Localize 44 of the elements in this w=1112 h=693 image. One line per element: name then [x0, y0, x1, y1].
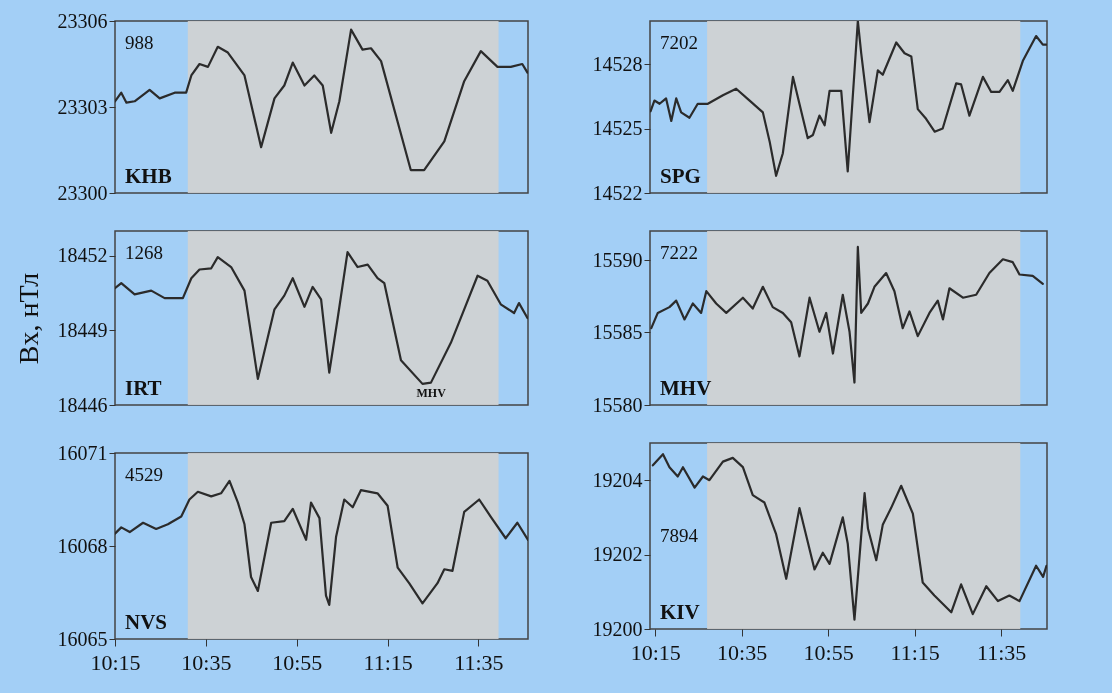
y-tick-label: 19200 — [592, 617, 643, 640]
x-tick-label: 10:35 — [181, 649, 232, 675]
y-tick-label: 19202 — [592, 543, 643, 566]
x-tick-label: 10:55 — [272, 649, 323, 675]
y-tick-label: 16071 — [57, 441, 108, 464]
y-tick-label: 18446 — [57, 393, 108, 416]
y-tick-label: 15590 — [592, 248, 643, 271]
annotation: KHB — [125, 164, 172, 188]
y-tick-label: 23300 — [57, 181, 108, 204]
annotation: 4529 — [125, 464, 163, 485]
x-tick-label: 11:35 — [977, 639, 1027, 665]
y-tick-label: 16065 — [57, 627, 108, 650]
y-tick-label: 23306 — [57, 9, 108, 32]
annotation: 7894 — [660, 525, 699, 546]
y-tick-label: 18452 — [57, 244, 108, 267]
annotation: 988 — [125, 32, 154, 53]
annotation: NVS — [125, 610, 168, 634]
y-tick-label: 14525 — [592, 117, 643, 139]
annotation: MHV — [660, 376, 712, 400]
annotation: MHV — [416, 386, 447, 400]
y-tick-label: 23303 — [57, 95, 108, 118]
x-tick-label: 11:15 — [890, 639, 940, 665]
y-tick-label: 19204 — [592, 468, 643, 491]
y-tick-label: 15585 — [592, 321, 643, 343]
line-series — [651, 453, 1047, 621]
annotation: KIV — [660, 600, 700, 624]
x-tick-label: 10:15 — [90, 649, 141, 675]
y-tick-label: 14528 — [592, 52, 643, 75]
annotation: 1268 — [125, 242, 163, 263]
annotation: SPG — [660, 164, 701, 188]
y-tick-label: 16068 — [57, 534, 108, 557]
y-tick-label: 15580 — [592, 393, 643, 416]
annotation: IRT — [125, 376, 162, 400]
line-series — [115, 479, 528, 606]
x-tick-label: 10:15 — [630, 639, 681, 665]
annotation: 7222 — [660, 242, 698, 263]
x-tick-label: 11:35 — [454, 649, 504, 675]
annotation: 7202 — [660, 32, 698, 53]
x-tick-label: 11:15 — [363, 649, 413, 675]
y-tick-label: 18449 — [57, 318, 108, 341]
x-tick-label: 10:35 — [717, 639, 768, 665]
y-axis-title: Bx, нТл — [12, 272, 44, 365]
x-tick-label: 10:55 — [803, 639, 854, 665]
y-tick-label: 14522 — [592, 181, 643, 204]
